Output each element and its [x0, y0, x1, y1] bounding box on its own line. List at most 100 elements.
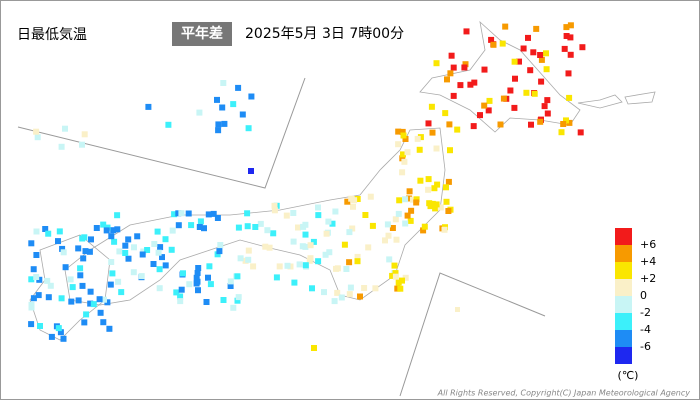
station: [220, 80, 227, 86]
station: [195, 287, 201, 294]
station: [220, 297, 227, 303]
station: [399, 169, 406, 176]
station: [446, 121, 453, 128]
station: [87, 300, 94, 307]
station: [114, 226, 121, 233]
station: [134, 233, 141, 240]
station: [107, 281, 114, 288]
station: [323, 230, 330, 237]
station: [447, 147, 453, 154]
station: [454, 126, 461, 133]
station: [47, 282, 54, 289]
station: [311, 345, 317, 351]
station: [306, 257, 313, 264]
station: [188, 222, 195, 229]
station: [271, 207, 278, 214]
station: [248, 93, 255, 100]
station: [442, 110, 449, 117]
station: [447, 70, 454, 77]
station: [116, 248, 123, 255]
station: [402, 220, 409, 227]
legend-swatch: [615, 296, 632, 313]
legend-swatch: [615, 228, 632, 245]
station: [389, 225, 396, 231]
station: [421, 223, 428, 230]
station: [395, 279, 402, 286]
station: [354, 253, 361, 260]
station: [543, 50, 549, 57]
inset-line: [399, 272, 546, 397]
station: [60, 335, 67, 342]
station: [512, 75, 518, 82]
station: [321, 289, 327, 296]
station: [433, 201, 440, 208]
station: [538, 56, 545, 63]
station: [443, 184, 449, 191]
station: [362, 212, 369, 218]
station: [563, 24, 570, 31]
station: [159, 254, 165, 261]
station: [561, 45, 568, 52]
station: [425, 186, 432, 193]
station: [197, 218, 204, 225]
station: [28, 276, 35, 283]
station: [196, 224, 203, 230]
tag-box: [172, 22, 232, 46]
station: [205, 274, 211, 281]
station: [395, 210, 402, 217]
station: [502, 23, 509, 30]
station: [88, 236, 94, 243]
station: [455, 307, 460, 312]
station: [488, 36, 495, 43]
station: [69, 284, 76, 291]
station: [145, 103, 152, 110]
station: [131, 244, 137, 251]
station: [154, 228, 161, 235]
station: [296, 261, 303, 268]
station: [429, 129, 436, 136]
station: [230, 101, 237, 108]
station: [175, 210, 182, 217]
legend-swatch: [615, 313, 632, 330]
station: [461, 64, 468, 71]
station: [171, 211, 178, 218]
station: [462, 61, 469, 68]
station: [195, 265, 202, 271]
station: [100, 221, 107, 228]
station: [434, 181, 441, 188]
station: [409, 196, 416, 203]
station: [290, 210, 297, 216]
station: [433, 145, 440, 152]
station: [110, 227, 117, 234]
station: [194, 270, 201, 276]
station: [122, 250, 129, 256]
station: [395, 128, 402, 135]
station: [257, 220, 264, 227]
title: 日最低気温: [17, 27, 87, 43]
station: [471, 79, 478, 86]
station: [185, 210, 192, 217]
station: [75, 297, 82, 304]
station: [55, 325, 62, 332]
station: [433, 60, 440, 67]
station: [497, 121, 504, 128]
station: [432, 205, 439, 212]
station: [443, 198, 450, 205]
station: [57, 329, 64, 336]
station: [413, 196, 420, 203]
station: [396, 197, 403, 204]
station: [414, 135, 421, 142]
station: [295, 224, 301, 231]
station: [530, 49, 537, 56]
legend-label: -4: [640, 323, 651, 336]
station: [544, 110, 551, 117]
station: [207, 281, 214, 288]
station: [346, 259, 353, 266]
station: [565, 70, 572, 77]
station: [175, 222, 182, 229]
station: [445, 178, 452, 185]
station: [528, 121, 534, 128]
station: [168, 246, 175, 253]
legend-swatch: [615, 245, 632, 262]
